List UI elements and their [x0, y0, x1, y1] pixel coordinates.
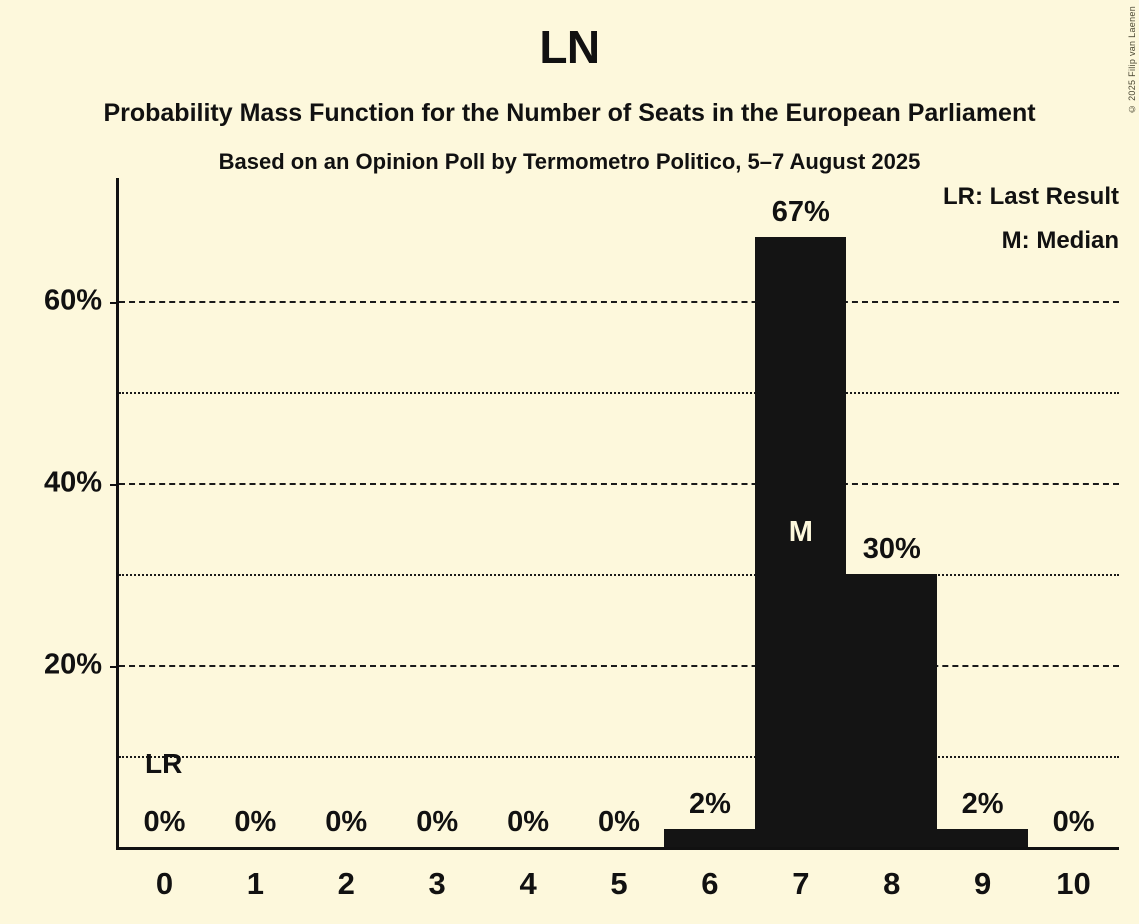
bar-value-label: 2%: [688, 787, 731, 820]
bar[interactable]: [664, 828, 756, 847]
gridline-40pct: [110, 482, 1119, 486]
last-result-marker: LR: [145, 747, 183, 779]
y-axis-label-40pct: 40%: [43, 466, 102, 499]
bar-slot[interactable]: 0%: [210, 178, 301, 847]
x-axis-label-5: 5: [610, 866, 628, 901]
bar-value-label: 0%: [325, 806, 368, 838]
bar-value-label: 0%: [143, 806, 186, 838]
bar-slot[interactable]: 0%: [301, 178, 392, 847]
bar-slot[interactable]: 2%: [937, 178, 1029, 847]
bar-value-label: 0%: [598, 806, 640, 838]
y-axis-label-60pct: 60%: [43, 284, 102, 317]
median-marker: M: [788, 515, 813, 548]
x-axis-label-9: 9: [974, 866, 992, 901]
copyright-notice: © 2025 Filip van Laenen: [1127, 6, 1137, 114]
x-axis-label-8: 8: [883, 866, 901, 901]
bar-value-label: 0%: [507, 806, 550, 838]
x-axis-label-6: 6: [701, 866, 719, 901]
x-axis-label-0: 0: [155, 866, 174, 901]
bar-slot[interactable]: 0%: [1028, 178, 1119, 847]
bar-slot[interactable]: 0% LR: [119, 178, 210, 847]
bar-slot[interactable]: 0%: [574, 178, 665, 847]
chart-source-line: Based on an Opinion Poll by Termometro P…: [218, 149, 921, 174]
gridline-20pct: [110, 664, 1119, 668]
chart-subtitle: Probability Mass Function for the Number…: [103, 99, 1036, 127]
gridline-50pct: [119, 391, 1119, 394]
x-axis-label-10: 10: [1056, 866, 1091, 901]
x-axis-label-3: 3: [428, 866, 446, 901]
gridline-10pct: [119, 755, 1119, 758]
bar[interactable]: [937, 828, 1029, 847]
gridline-30pct: [119, 573, 1119, 576]
y-axis-labels: 20% 40% 60%: [0, 178, 110, 847]
legend-item-median: M: Median: [1001, 227, 1119, 254]
bar-value-label: 30%: [862, 532, 921, 565]
y-axis-tick: [110, 483, 119, 486]
bar[interactable]: [846, 573, 938, 847]
bar-slot[interactable]: 2%: [664, 178, 756, 847]
bar-value-label: 67%: [771, 196, 830, 229]
bar-value-label: 0%: [416, 806, 459, 838]
bar-value-label: 0%: [1052, 806, 1095, 838]
x-axis-labels: 0 1 2 3 4 5 6 7 8 9 10: [119, 868, 1119, 918]
y-axis-tick: [110, 665, 119, 668]
chart-legend: LR: Last Result M: Median: [943, 185, 1119, 253]
bar-slot[interactable]: 67% M: [755, 178, 847, 847]
title-block: LN Probability Mass Function for the Num…: [0, 0, 1139, 173]
gridline-60pct: [110, 300, 1119, 304]
bar-value-label: 0%: [234, 806, 277, 838]
bar-slot[interactable]: 0%: [392, 178, 483, 847]
y-axis-line: [116, 178, 119, 847]
x-axis-label-7: 7: [792, 866, 810, 901]
x-axis-label-1: 1: [246, 866, 264, 901]
x-axis-label-2: 2: [337, 866, 355, 901]
x-axis-label-4: 4: [519, 866, 537, 901]
bar[interactable]: [755, 237, 847, 847]
bar-slot[interactable]: 30%: [846, 178, 938, 847]
x-axis-line: [116, 847, 1119, 850]
legend-item-last-result: LR: Last Result: [942, 183, 1119, 210]
plot-area: 0% LR 0% 0% 0% 0% 0% 2% 67% M 30% 2% 0%: [110, 178, 1119, 850]
bar-value-label: 2%: [961, 787, 1004, 820]
bar-slot[interactable]: 0%: [483, 178, 574, 847]
y-axis-tick: [110, 301, 119, 304]
y-axis-label-20pct: 20%: [43, 648, 102, 681]
chart-title: LN: [539, 21, 600, 73]
